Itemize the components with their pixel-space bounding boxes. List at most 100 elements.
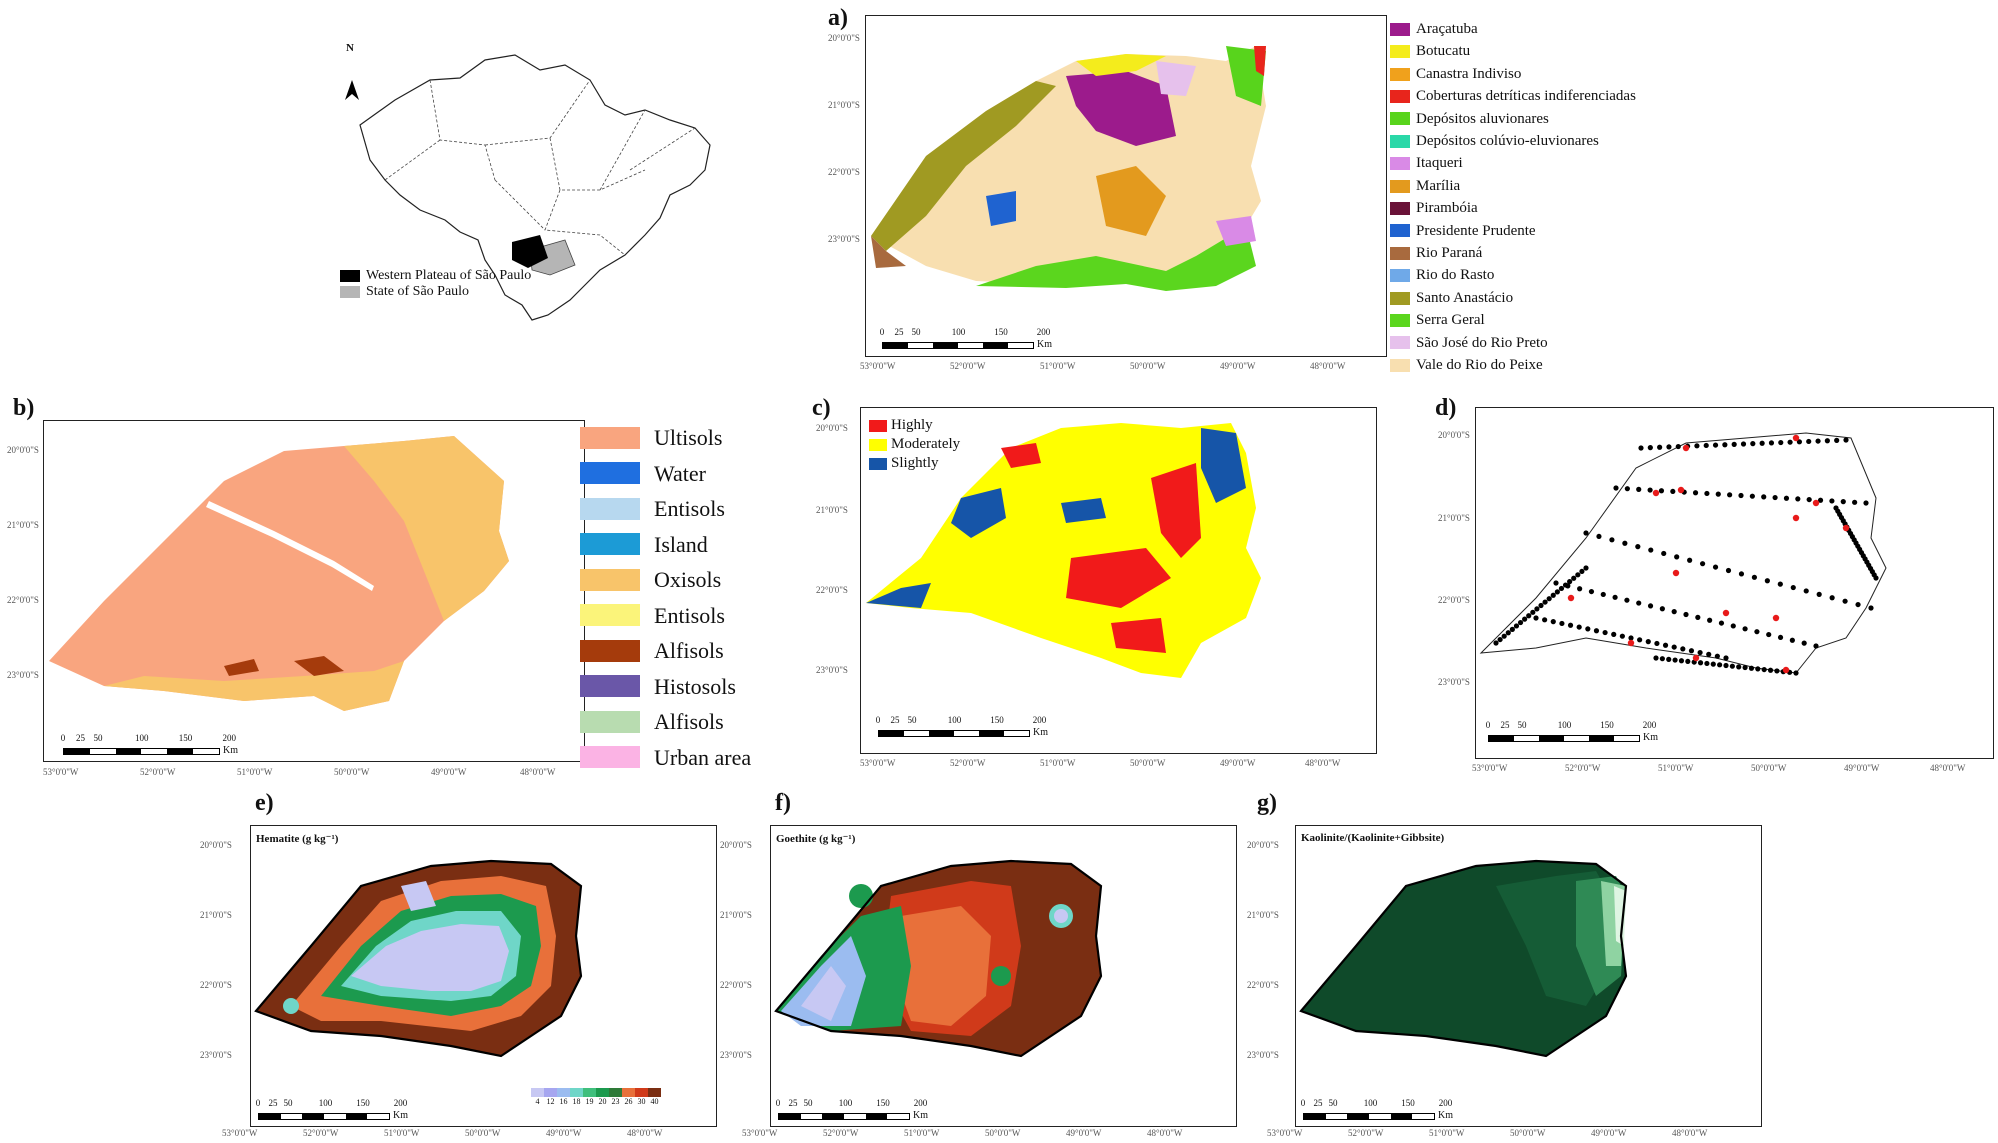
lon-tick: 52°0'0"W [950, 758, 986, 768]
sampling-point [1554, 589, 1560, 595]
legend-entry: Highly [869, 416, 960, 435]
legend-label: Itaqueri [1416, 155, 1463, 172]
legend-swatch [869, 438, 887, 451]
sampling-point [1546, 596, 1552, 602]
sampling-point [1647, 487, 1653, 493]
sampling-point [1637, 637, 1643, 643]
sampling-point [1619, 633, 1625, 639]
sampling-point [1692, 490, 1699, 496]
sampling-point [1683, 611, 1689, 618]
sampling-point [1783, 495, 1790, 501]
lat-tick: 23°0'0"S [816, 665, 848, 675]
lon-tick: 48°0'0"W [520, 767, 556, 777]
sampling-point [1801, 640, 1807, 646]
colorbar-value: 12 [546, 1097, 555, 1106]
legend-swatch [580, 675, 640, 698]
colorbar-cell [609, 1088, 622, 1097]
geology-map [871, 46, 1266, 291]
lon-tick: 51°0'0"W [1040, 361, 1076, 371]
sampling-point [1795, 496, 1801, 502]
colorbar-value: 40 [650, 1097, 659, 1106]
sampling-point [1575, 572, 1581, 578]
sampling-point [1761, 494, 1767, 500]
sampling-point [1593, 628, 1600, 634]
lon-tick: 50°0'0"W [1130, 361, 1166, 371]
sampling-point [1793, 670, 1799, 676]
legend-swatch [1390, 179, 1410, 193]
sampling-point [1777, 634, 1784, 641]
sampling-point [1624, 597, 1630, 603]
sampling-point [1505, 630, 1511, 636]
sampling-point [1588, 588, 1595, 595]
brazil-outline [345, 54, 711, 321]
sampling-point [1613, 485, 1619, 491]
lon-tick: 51°0'0"W [1429, 1128, 1465, 1138]
sampling-point [1513, 623, 1520, 629]
lat-tick: 22°0'0"S [200, 980, 232, 990]
sampling-point [1824, 438, 1830, 444]
scale-bar: 0 25 50 100 150 200 Km [1485, 720, 1658, 743]
sampling-point [1703, 442, 1709, 449]
legend-entry: Water [580, 456, 751, 492]
sampling-point [1722, 442, 1728, 448]
lat-tick: 21°0'0"S [816, 505, 848, 515]
sampling-point [1834, 437, 1840, 443]
vulnerability-map [866, 423, 1261, 678]
lon-tick: 49°0'0"W [1220, 361, 1256, 371]
sampling-point [1707, 617, 1713, 623]
lon-tick: 52°0'0"W [823, 1128, 859, 1138]
sampling-point [1522, 616, 1528, 622]
sampling-point [1717, 662, 1723, 668]
sampling-point [1730, 623, 1736, 629]
legend-swatch [1390, 269, 1410, 283]
sampling-point [1750, 441, 1756, 447]
lon-tick: 50°0'0"W [1510, 1128, 1546, 1138]
legend-swatch [580, 639, 640, 662]
legend-entry: Marília [1390, 175, 1636, 197]
colorbar-value: 4 [535, 1097, 540, 1106]
sampling-point [1628, 635, 1634, 641]
lon-tick: 52°0'0"W [950, 361, 986, 371]
lat-tick: 21°0'0"S [200, 910, 232, 920]
sampling-point [1672, 657, 1678, 663]
lon-tick: 52°0'0"W [1565, 763, 1601, 773]
brazil-legend: Western Plateau of São Paulo State of Sã… [340, 268, 531, 300]
lon-tick: 50°0'0"W [465, 1128, 501, 1138]
sampling-point [1742, 664, 1748, 671]
sampling-point [1553, 580, 1559, 586]
legend-entry: Botucatu [1390, 40, 1636, 62]
highlighted-sampling-point [1842, 524, 1850, 532]
legend-entry: Presidente Prudente [1390, 220, 1636, 242]
legend-label: Araçatuba [1416, 21, 1478, 37]
sampling-point [1567, 622, 1574, 628]
sampling-point [1534, 606, 1540, 612]
scale-bar: 0 25 50 100 150 200 Km [60, 733, 238, 756]
highlighted-sampling-point [1672, 569, 1680, 577]
sampling-point [1659, 606, 1665, 612]
highlighted-sampling-point [1627, 639, 1635, 647]
highlighted-sampling-point [1772, 614, 1780, 622]
highlighted-sampling-point [1692, 654, 1700, 662]
sampling-point [1526, 613, 1532, 619]
highlighted-sampling-point [1782, 666, 1790, 674]
sampling-point [1638, 445, 1644, 451]
panel-label: a) [828, 5, 848, 31]
legend-label: State of São Paulo [366, 284, 470, 299]
lon-tick: 48°0'0"W [1672, 1128, 1708, 1138]
sampling-point [1657, 444, 1663, 450]
sampling-point [1704, 660, 1710, 667]
scale-bar: 0 25 50 100 150 200 Km [255, 1098, 408, 1121]
sampling-point [1509, 626, 1515, 632]
sampling-point [1868, 605, 1874, 611]
colorbar-value: 30 [637, 1097, 646, 1106]
highlighted-sampling-point [1722, 609, 1730, 617]
panel-d-sampling-points: d) 20°0'0"S 21°0'0"S 22°0'0"S 23°0'0"S 5… [1400, 395, 1998, 785]
sampling-point [1533, 615, 1539, 621]
sampling-point [1754, 629, 1760, 635]
lon-tick: 53°0'0"W [860, 361, 896, 371]
legend-entry: Moderately [869, 435, 960, 454]
legend-entry: Rio do Rasto [1390, 264, 1636, 286]
sampling-point [1666, 444, 1672, 450]
sampling-point [1611, 631, 1617, 637]
legend-label: Canastra Indiviso [1416, 65, 1522, 82]
